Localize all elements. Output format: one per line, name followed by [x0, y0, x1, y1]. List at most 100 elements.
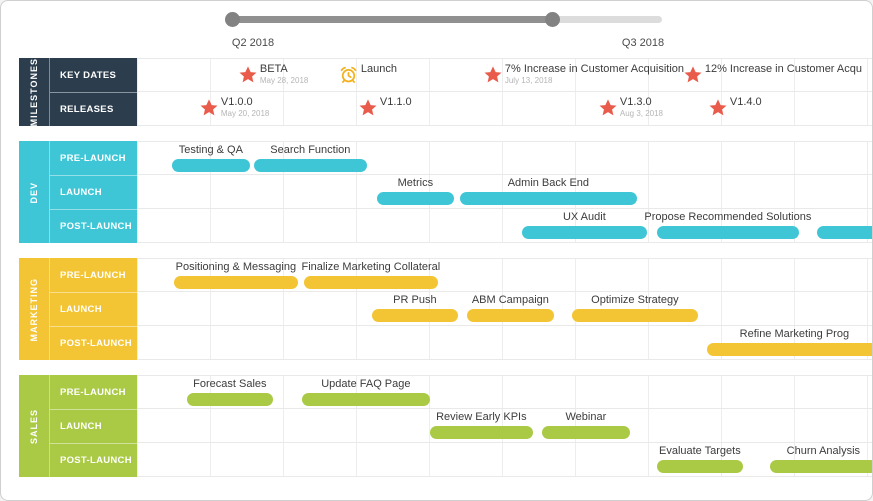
bar-label: ABM Campaign	[471, 294, 549, 307]
chart-row: Forecast Sales Update FAQ Page	[136, 375, 872, 410]
row-label-key-dates: KEY DATES	[59, 69, 117, 81]
bar-label: Positioning & Messaging	[175, 261, 297, 274]
row-label-post-launch: POST-LAUNCH	[49, 326, 137, 360]
group-label-text: MILESTONES	[28, 58, 39, 127]
timeline-header: Q2 2018 Q3 2018	[1, 1, 872, 58]
milestone-star-icon[interactable]	[358, 98, 378, 118]
timeline-q2-label: Q2 2018	[231, 37, 275, 49]
gantt-bar[interactable]	[376, 192, 454, 206]
milestone-star-icon[interactable]	[708, 98, 728, 118]
gantt-bar[interactable]	[706, 343, 872, 357]
milestone-title: 7% Increase in Customer Acquisition	[504, 63, 685, 75]
bar-label: Webinar	[565, 411, 607, 424]
milestone-date: May 28, 2018	[259, 76, 309, 85]
chart-row: Metrics Admin Back End	[136, 175, 872, 210]
bar-label: Optimize Strategy	[591, 294, 679, 307]
gantt-bar[interactable]	[303, 276, 438, 290]
row-label-pre-launch: PRE-LAUNCH	[59, 152, 126, 164]
gantt-bar[interactable]	[171, 159, 250, 173]
bar-label: Testing & QA	[178, 144, 243, 157]
chart-row: Evaluate Targets Churn Analysis	[136, 443, 872, 478]
milestone-title: V1.0.0	[220, 96, 253, 108]
row-labels-milestones: KEY DATES RELEASES	[49, 58, 137, 127]
milestone-title: V1.4.0	[729, 96, 762, 108]
chart-row: Refine Marketing Prog	[136, 326, 872, 361]
bar-label: Update FAQ Page	[321, 378, 411, 391]
bar-label: Finalize Marketing Collateral	[301, 261, 441, 274]
row-label-launch: LAUNCH	[49, 175, 137, 209]
bar-label: PR Push	[393, 294, 437, 307]
gantt-bar[interactable]	[656, 226, 799, 240]
group-label-sales: SALES	[19, 375, 50, 478]
gantt-bar[interactable]	[429, 426, 533, 440]
milestone-label: 12% Increase in Customer Acqu	[705, 63, 862, 75]
milestone-star-icon[interactable]	[683, 65, 703, 85]
gantt-bar[interactable]	[253, 159, 367, 173]
chart-row: Review Early KPIs Webinar	[136, 409, 872, 444]
milestone-label: V1.0.0 May 20, 2018	[221, 96, 269, 119]
chart-row: Positioning & Messaging Finalize Marketin…	[136, 258, 872, 293]
chart-row: PR Push ABM Campaign Optimize Strategy	[136, 292, 872, 327]
group-label-marketing: MARKETING	[19, 258, 50, 361]
chart-row: UX Audit Propose Recommended Solutions	[136, 209, 872, 244]
gantt-bar[interactable]	[459, 192, 637, 206]
group-sales: SALES PRE-LAUNCH LAUNCH POST-LAUNCH Forecast…	[19, 375, 872, 478]
milestone-date: July 13, 2018	[504, 76, 553, 85]
milestone-label: V1.3.0 Aug 3, 2018	[620, 96, 663, 119]
bar-label: Refine Marketing Prog	[739, 328, 850, 341]
group-label-text: DEV	[28, 181, 39, 204]
chart-rows-dev: Testing & QA Search Function Metrics Admin …	[136, 141, 872, 244]
chart-row: BETA May 28, 2018 Launch 7% Increase in Cus…	[136, 58, 872, 92]
gantt-bar[interactable]	[466, 309, 554, 323]
bar-label: Review Early KPIs	[436, 411, 527, 424]
gantt-bar[interactable]	[186, 393, 273, 407]
milestone-title: Launch	[360, 63, 397, 75]
chart-row: V1.0.0 May 20, 2018 V1.1.0 V1.3.0 Aug 3, 201…	[136, 92, 872, 126]
group-dev: DEV PRE-LAUNCH LAUNCH POST-LAUNCH Testing & …	[19, 141, 872, 244]
gantt-bar[interactable]	[571, 309, 698, 323]
bar-label: Evaluate Targets	[658, 445, 741, 458]
slider-handle-left[interactable]	[225, 12, 240, 27]
group-label-dev: DEV	[19, 141, 50, 244]
row-label-post-launch: POST-LAUNCH	[49, 443, 137, 477]
launch-clock-icon[interactable]	[339, 65, 359, 85]
gantt-bar[interactable]	[521, 226, 647, 240]
gantt-bar[interactable]	[541, 426, 630, 440]
row-labels-dev: PRE-LAUNCH LAUNCH POST-LAUNCH	[49, 141, 137, 244]
group-label-text: SALES	[28, 408, 39, 444]
milestone-title: V1.1.0	[379, 96, 412, 108]
bar-label: UX Audit	[562, 211, 606, 224]
chart-row: Testing & QA Search Function	[136, 141, 872, 176]
milestone-star-icon[interactable]	[238, 65, 258, 85]
bar-label: Metrics	[397, 177, 434, 190]
bar-label: Forecast Sales	[193, 378, 267, 391]
row-label-launch: LAUNCH	[49, 409, 137, 443]
roadmap-body: MILESTONES KEY DATES RELEASES BETA May 28, 2…	[19, 58, 872, 492]
milestone-label: V1.4.0	[730, 96, 762, 108]
bar-label: Admin Back End	[507, 177, 590, 190]
milestone-date: Aug 3, 2018	[619, 109, 664, 118]
milestone-label: Launch	[361, 63, 397, 75]
milestone-star-icon[interactable]	[483, 65, 503, 85]
bar-label: Churn Analysis	[786, 445, 861, 458]
chart-rows-marketing: Positioning & Messaging Finalize Marketin…	[136, 258, 872, 361]
bar-label: Propose Recommended Solutions	[644, 211, 812, 224]
timeline-q3-label: Q3 2018	[621, 37, 665, 49]
milestone-title: 12% Increase in Customer Acqu	[704, 63, 862, 75]
milestone-star-icon[interactable]	[598, 98, 618, 118]
row-label-launch: LAUNCH	[49, 292, 137, 326]
gantt-bar[interactable]	[301, 393, 430, 407]
chart-rows-milestones: BETA May 28, 2018 Launch 7% Increase in Cus…	[136, 58, 872, 126]
gantt-bar[interactable]	[173, 276, 298, 290]
gantt-bar[interactable]	[371, 309, 458, 323]
group-label-milestones: MILESTONES	[19, 58, 50, 127]
gantt-bar[interactable]	[816, 226, 872, 240]
gantt-bar[interactable]	[769, 460, 872, 474]
milestone-star-icon[interactable]	[199, 98, 219, 118]
gantt-bar[interactable]	[656, 460, 743, 474]
slider-handle-right[interactable]	[545, 12, 560, 27]
group-marketing: MARKETING PRE-LAUNCH LAUNCH POST-LAUNCH Posi…	[19, 258, 872, 361]
milestone-date: May 20, 2018	[220, 109, 270, 118]
row-label-pre-launch: PRE-LAUNCH	[59, 386, 126, 398]
